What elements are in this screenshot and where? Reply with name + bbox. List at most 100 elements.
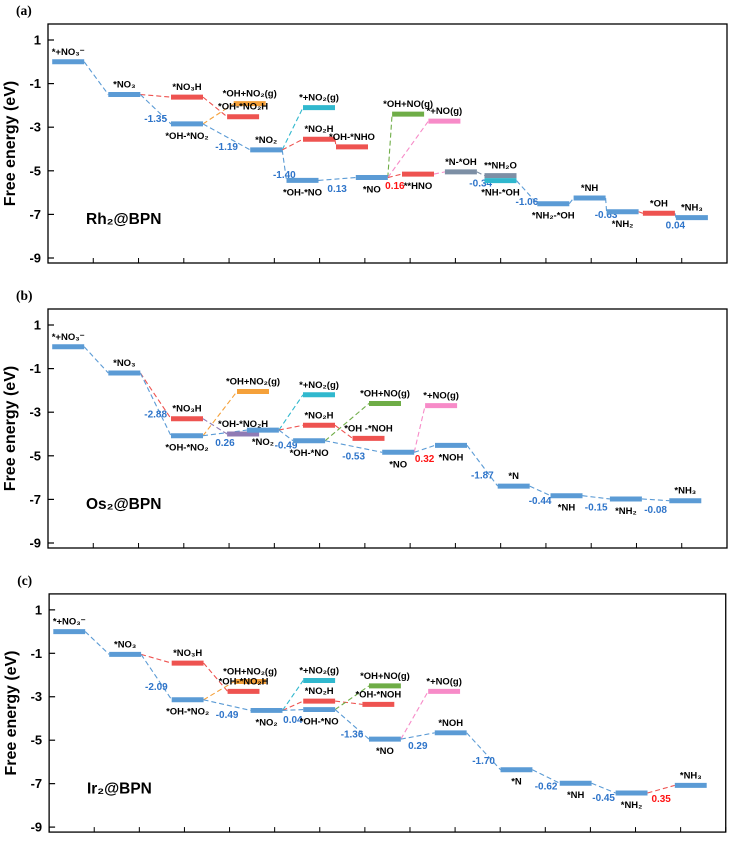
connector-line: [202, 103, 235, 125]
connector-line: [466, 445, 499, 487]
energy-level-label: *OH-*NO₂H: [218, 102, 268, 113]
connector-line: [335, 700, 363, 705]
delta-g-label: -0.53: [342, 452, 365, 463]
energy-level-label: *+NO₂(g): [299, 93, 339, 104]
energy-level-label: *+NO(g): [427, 106, 463, 117]
connector-line: [140, 93, 172, 98]
energy-level-label: *NO₃H: [173, 648, 202, 659]
delta-g-label: -0.62: [535, 781, 558, 792]
y-tick-label: 1: [34, 33, 41, 48]
delta-g-label: 0.35: [651, 794, 671, 805]
energy-level-label: *OH+NO(g): [360, 388, 410, 399]
connector-line: [387, 120, 429, 178]
connector-line: [466, 732, 501, 771]
energy-level-label: *NH: [567, 790, 585, 801]
energy-level-label: *OH -*NOH: [344, 423, 393, 434]
connector-line: [281, 138, 304, 151]
energy-level-label: *OH-*NOH: [356, 689, 402, 700]
energy-level-label: *NO₃H: [172, 82, 201, 93]
panel-tag: (b): [16, 288, 33, 303]
connector-line: [281, 149, 288, 181]
energy-level-label: *OH-*NO₂H: [218, 419, 268, 430]
y-axis-title: Free energy (eV): [2, 366, 19, 491]
y-tick-label: -5: [29, 163, 41, 178]
y-tick-label: -1: [29, 361, 41, 376]
energy-level-label: *NO₃: [114, 639, 136, 650]
panel-b-chart: 1 -1 -3 -5 -7 -9 Free energy (eV) (b) Os₂@BPN -2.…: [2, 288, 728, 551]
delta-g-label: -1.40: [273, 170, 296, 181]
y-tick-label: 1: [35, 602, 42, 617]
system-label: Ir₂@BPN: [87, 780, 152, 797]
energy-level-label: *NO₃: [113, 358, 135, 369]
connector-line: [282, 700, 304, 711]
delta-g-label: -1.19: [215, 142, 238, 153]
delta-g-label: -2.88: [144, 409, 167, 420]
energy-level-label: *NH-*OH: [481, 188, 520, 199]
connector-line: [400, 732, 435, 740]
energy-level-label: *NH: [558, 503, 576, 514]
connector-line: [476, 171, 485, 177]
y-axis-title: Free energy (eV): [2, 81, 19, 206]
y-tick-label: -7: [29, 492, 41, 507]
y-tick-label: -9: [29, 536, 41, 551]
system-label: Os₂@BPN: [86, 496, 161, 513]
energy-level-label: *NO: [389, 459, 407, 470]
energy-level-label: *OH+NO(g): [383, 99, 433, 110]
energy-level-label: *OH+NO₂(g): [223, 667, 277, 678]
connector-line: [139, 372, 172, 420]
energy-level-label: *NOH: [439, 452, 464, 463]
connector-line: [334, 685, 370, 711]
energy-level-label: *NO: [376, 746, 394, 757]
energy-level-label: **NH₂O: [484, 161, 517, 172]
connector-line: [281, 107, 304, 151]
delta-g-label: 0.16: [385, 181, 405, 192]
energy-level-label: *+NO(g): [426, 676, 461, 687]
delta-g-label: -0.45: [592, 793, 615, 804]
y-tick-label: -1: [29, 76, 41, 91]
energy-level-label: *NOH: [438, 718, 463, 729]
connector-line: [516, 180, 538, 205]
connector-line: [202, 429, 247, 437]
connector-line: [638, 211, 644, 214]
energy-level-label: *+NO₂(g): [299, 665, 339, 676]
energy-level-label: *+NO(g): [423, 391, 459, 402]
connector-line: [83, 61, 109, 95]
energy-level-label: *+NO₃⁻: [52, 332, 85, 343]
system-label: Rh₂@BPN: [86, 211, 161, 228]
connector-line: [139, 372, 172, 436]
connector-line: [433, 171, 446, 175]
connector-line: [400, 691, 429, 740]
delta-g-label: -1.87: [471, 471, 494, 482]
delta-g-label: -0.08: [644, 505, 667, 516]
y-tick-label: -9: [29, 251, 41, 266]
connector-line: [278, 394, 304, 431]
connector-line: [202, 391, 238, 437]
energy-level-label: **HNO: [404, 181, 433, 192]
connector-line: [282, 709, 304, 711]
y-axis-title: Free energy (eV): [3, 651, 20, 776]
energy-level-label: *+NO₃⁻: [53, 617, 86, 628]
energy-level-label: *NH: [581, 183, 599, 194]
energy-level-label: *NH₃: [674, 486, 696, 497]
delta-g-label: 0.26: [215, 438, 235, 449]
energy-level-label: *NO₂H: [305, 686, 334, 697]
energy-level-label: *OH+NO₂(g): [223, 89, 277, 100]
energy-level-label: *N-*OH: [445, 157, 477, 168]
energy-level-label: *N: [511, 777, 522, 788]
energy-level-label: *OH-*NO₂: [166, 707, 209, 718]
energy-level-label: *OH-*NO: [300, 717, 339, 728]
connector-line: [278, 429, 294, 442]
energy-level-label: *OH-*NO₂: [165, 443, 208, 454]
connector-line: [203, 699, 251, 711]
delta-g-label: 0.29: [408, 741, 428, 752]
plot-frame: [47, 23, 728, 264]
energy-level-label: *N: [508, 471, 519, 482]
delta-g-label: -1.70: [472, 756, 495, 767]
connector-line: [203, 681, 235, 701]
energy-level-label: *NO₂H: [304, 410, 333, 421]
delta-g-label: 0.04: [666, 220, 686, 231]
y-tick-label: -5: [31, 733, 43, 748]
delta-g-label: -0.49: [275, 440, 298, 451]
delta-g-label: 0.32: [415, 454, 435, 465]
energy-level-label: *+NO₂(g): [299, 380, 339, 391]
